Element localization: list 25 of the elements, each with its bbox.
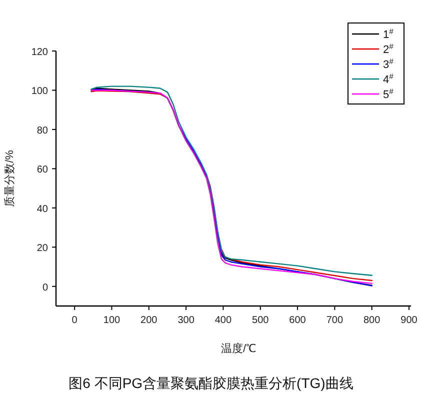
y-tick-label: 0 <box>42 282 48 294</box>
x-tick-label: 300 <box>178 315 195 326</box>
x-tick-label: 0 <box>72 315 78 326</box>
legend-label: 2$^{#}$ <box>383 42 394 56</box>
y-tick-label: 100 <box>31 86 48 98</box>
y-tick-label: 60 <box>36 164 48 176</box>
y-tick-label: 20 <box>36 243 48 254</box>
legend-label: 1$^{#}$ <box>383 26 394 41</box>
x-axis-title: 温度/℃ <box>220 342 256 355</box>
text: 图6 不同PG含量聚氨酯胶膜热重分析(TG)曲线 <box>68 375 354 391</box>
x-tick-label: 900 <box>400 315 418 326</box>
x-tick-label: 200 <box>140 315 158 326</box>
x-tick-label: 100 <box>103 315 121 326</box>
x-tick-label: 800 <box>364 315 381 326</box>
y-tick-label: 80 <box>36 125 48 136</box>
legend-label: 4$^{#}$ <box>383 72 394 86</box>
y-tick-label: 40 <box>36 204 48 215</box>
x-tick-label: 500 <box>252 315 270 326</box>
legend-label: 5$^{#}$ <box>383 86 394 101</box>
x-tick-label: 400 <box>214 315 232 326</box>
legend-label: 3$^{#}$ <box>383 56 394 71</box>
y-axis-title: 质量分数/% <box>3 150 16 207</box>
x-tick-label: 600 <box>289 315 306 326</box>
x-tick-label: 700 <box>326 315 344 326</box>
y-tick-label: 120 <box>31 47 48 58</box>
